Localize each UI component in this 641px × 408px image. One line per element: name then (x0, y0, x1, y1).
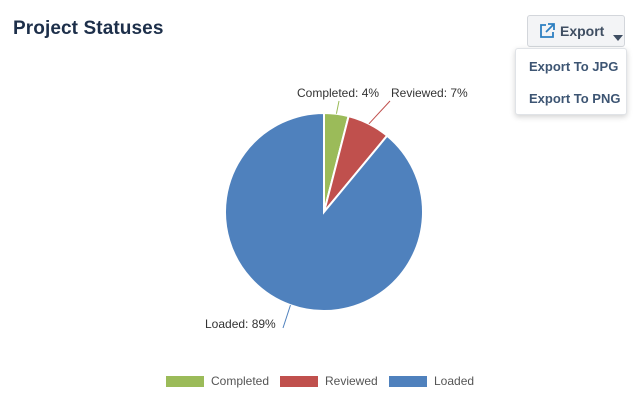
legend-swatch-loaded (389, 375, 427, 387)
legend-item-loaded[interactable]: Loaded (389, 374, 474, 388)
data-label-reviewed: Reviewed: 7% (391, 86, 468, 100)
export-png-item[interactable]: Export To PNG (529, 91, 621, 106)
export-jpg-item[interactable]: Export To JPG (529, 59, 619, 74)
caret-down-icon (613, 28, 624, 41)
legend-label-reviewed: Reviewed (325, 374, 378, 388)
export-label: Export (560, 23, 605, 39)
pie-slice-loaded[interactable] (224, 111, 424, 312)
legend-item-completed[interactable]: Completed (166, 374, 269, 388)
legend-label-loaded: Loaded (434, 374, 475, 388)
data-label-loaded: Loaded: 89% (205, 317, 276, 331)
legend-swatch-reviewed (280, 375, 318, 387)
leader-line-loaded (282, 304, 291, 329)
legend-item-reviewed[interactable]: Reviewed (280, 374, 378, 388)
export-button[interactable]: Export (527, 15, 625, 47)
leader-line-reviewed (368, 100, 391, 125)
export-menu: Export To JPG Export To PNG (515, 48, 627, 115)
legend-swatch-completed (166, 375, 204, 387)
page-title: Project Statuses (13, 18, 164, 39)
data-label-completed: Completed: 4% (297, 86, 379, 100)
external-link-icon (538, 22, 556, 40)
legend-label-completed: Completed (211, 374, 270, 388)
leader-line-completed (335, 100, 340, 114)
